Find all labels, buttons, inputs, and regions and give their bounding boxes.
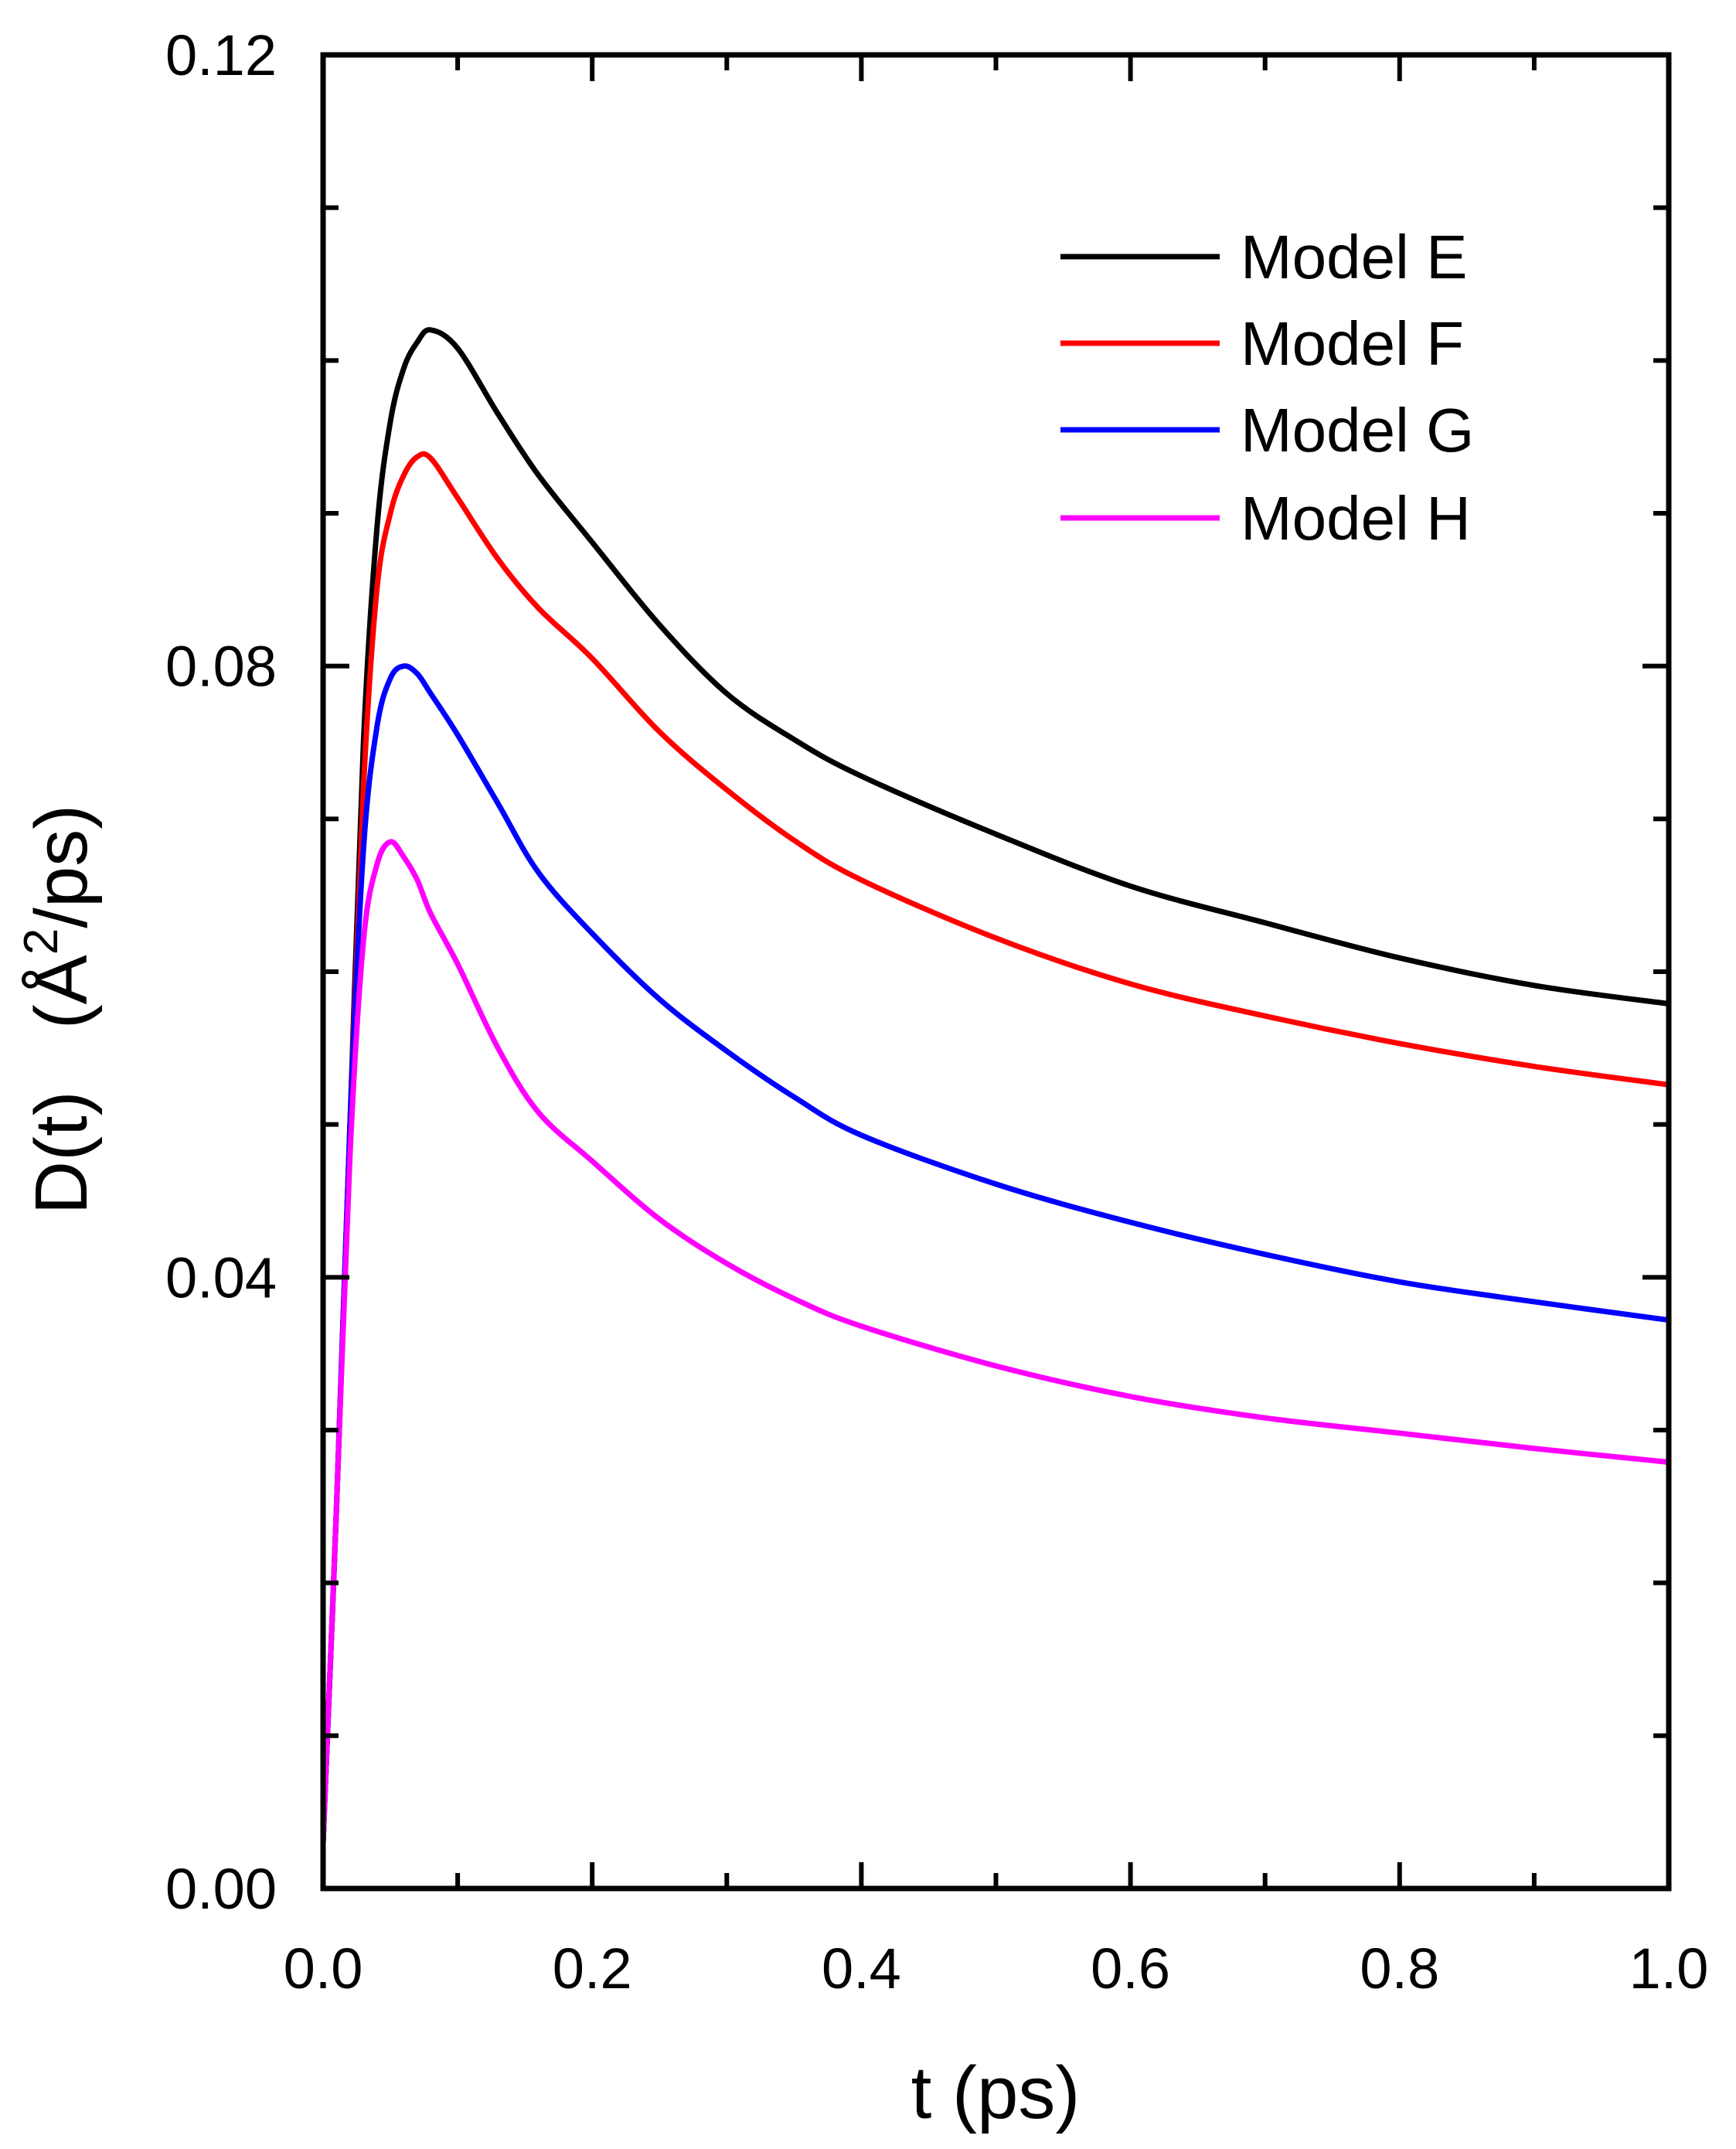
x-tick-labels: 0.0 0.2 0.4 0.6 0.8 1.0: [284, 1936, 1709, 2001]
y-tick-label: 0.04: [165, 1245, 277, 1309]
x-tick-label: 0.8: [1360, 1936, 1439, 2001]
x-tick-label: 0.2: [553, 1936, 632, 2001]
y-tick-label: 0.00: [165, 1857, 277, 1921]
x-tick-label: 0.4: [822, 1936, 901, 2001]
y-axis-title: D(t) (Å2/ps): [15, 805, 103, 1214]
series-line-model-f: [320, 451, 1670, 1843]
legend: Model E Model F Model G Model H: [1060, 223, 1474, 553]
x-tick-label: 1.0: [1629, 1936, 1709, 2001]
legend-label: Model G: [1241, 396, 1474, 465]
y-tick-labels: 0.00 0.04 0.08 0.12: [165, 23, 277, 1921]
x-tick-label: 0.0: [284, 1936, 363, 2001]
legend-label: Model H: [1241, 484, 1471, 553]
x-axis-title: t (ps): [911, 2052, 1081, 2134]
legend-label: Model F: [1241, 309, 1464, 378]
y-tick-label: 0.08: [165, 635, 277, 699]
series-line-model-e: [320, 327, 1670, 1843]
series-line-model-h: [320, 839, 1670, 1843]
x-tick-label: 0.6: [1091, 1936, 1170, 2001]
y-tick-label: 0.12: [165, 23, 277, 87]
plot-frame: [320, 52, 1672, 1892]
curves: [320, 327, 1670, 1843]
series-line-model-g: [320, 663, 1670, 1843]
legend-label: Model E: [1241, 223, 1467, 291]
